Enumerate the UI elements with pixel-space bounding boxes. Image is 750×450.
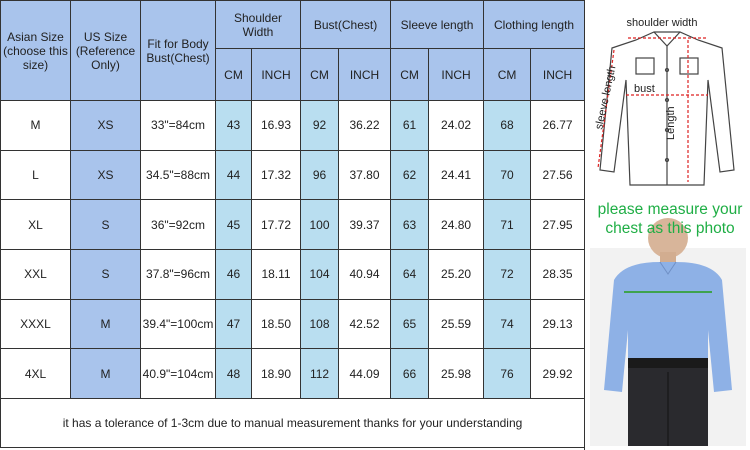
table-cell: S [70, 199, 141, 251]
table-cell: 44 [215, 149, 252, 201]
table-cell: 36.22 [338, 100, 392, 151]
caption: please measure your chest as this photo [597, 201, 743, 237]
table-cell: M [0, 100, 71, 151]
table-cell: 37.8"=96cm [140, 249, 216, 300]
table-cell: 29.92 [530, 348, 586, 400]
table-cell: 18.50 [250, 298, 302, 350]
table-cell: 28.35 [530, 249, 586, 300]
table-cell: 24.80 [428, 199, 485, 251]
table-cell: 104 [300, 249, 340, 300]
table-cell: 36"=92cm [140, 199, 216, 251]
table-cell: 63 [390, 199, 430, 251]
table-cell: Fit for Body Bust(Chest) [140, 0, 216, 101]
figure-panel [584, 0, 750, 450]
table-cell: 74 [483, 298, 532, 350]
table-cell: 65 [390, 298, 430, 350]
table-cell: 76 [483, 348, 532, 400]
table-cell: 112 [300, 348, 340, 400]
table-cell: INCH [338, 48, 392, 101]
table-cell: 43 [215, 100, 252, 151]
table-cell: 40.9"=104cm [140, 348, 216, 400]
table-cell: 70 [483, 149, 532, 201]
table-cell: 71 [483, 199, 532, 251]
table-cell: INCH [530, 48, 586, 101]
table-cell: 4XL [0, 348, 71, 400]
table-cell: 25.20 [428, 249, 485, 300]
table-cell: 100 [300, 199, 340, 251]
table-cell: XXL [0, 249, 71, 300]
label-shoulder: shoulder width [627, 17, 698, 29]
table-cell: 37.80 [338, 149, 392, 201]
table-cell: 18.90 [250, 348, 302, 400]
table-cell: 62 [390, 149, 430, 201]
table-cell: 72 [483, 249, 532, 300]
table-cell: 34.5"=88cm [140, 149, 216, 201]
table-cell: 17.72 [250, 199, 302, 251]
table-cell: 66 [390, 348, 430, 400]
table-cell: M [70, 298, 141, 350]
table-cell: CM [215, 48, 252, 101]
table-cell: XS [70, 100, 141, 151]
table-cell: 48 [215, 348, 252, 400]
table-cell: 16.93 [250, 100, 302, 151]
table-cell: 47 [215, 298, 252, 350]
label-length: Length [665, 106, 677, 140]
label-bust: bust [634, 83, 655, 95]
table-cell: 64 [390, 249, 430, 300]
table-cell: 92 [300, 100, 340, 151]
table-cell: 25.98 [428, 348, 485, 400]
table-cell: 68 [483, 100, 532, 151]
table-cell: 18.11 [250, 249, 302, 300]
label-sleeve: sleeve length [593, 65, 618, 131]
table-cell: 96 [300, 149, 340, 201]
table-cell: Sleeve length [390, 0, 485, 49]
table-cell: 45 [215, 199, 252, 251]
table-cell: Asian Size (choose this size) [0, 0, 71, 101]
table-cell: XS [70, 149, 141, 201]
table-cell: 25.59 [428, 298, 485, 350]
table-cell: CM [483, 48, 532, 101]
table-cell: INCH [250, 48, 302, 101]
table-cell: 29.13 [530, 298, 586, 350]
table-cell: Clothing length [483, 0, 586, 49]
table-cell: 24.02 [428, 100, 485, 151]
table-cell: 27.56 [530, 149, 586, 201]
table-cell: L [0, 149, 71, 201]
table-cell: 40.94 [338, 249, 392, 300]
table-cell: US Size (Reference Only) [70, 0, 141, 101]
table-cell: 61 [390, 100, 430, 151]
table-cell: 26.77 [530, 100, 586, 151]
table-cell: Shoulder Width [214, 0, 302, 49]
table-cell: 42.52 [338, 298, 392, 350]
table-cell: 46 [215, 249, 252, 300]
table-cell: 39.37 [338, 199, 392, 251]
table-cell: Bust(Chest) [300, 0, 392, 49]
table-cell: it has a tolerance of 1-3cm due to manua… [0, 398, 586, 449]
size-table: Asian Size (choose this size) US Size (Re… [0, 0, 586, 449]
table-cell: 108 [300, 298, 340, 350]
table-cell: 39.4"=100cm [140, 298, 216, 350]
table-cell: 44.09 [338, 348, 392, 400]
figure: shoulder width bust sleeve length Length [590, 17, 746, 446]
table-cell: CM [390, 48, 430, 101]
table-cell: INCH [428, 48, 485, 101]
table-cell: XL [0, 199, 71, 251]
table-cell: 27.95 [530, 199, 586, 251]
table-cell: S [70, 249, 141, 300]
table-cell: M [70, 348, 141, 400]
table-cell: 17.32 [250, 149, 302, 201]
table-cell: XXXL [0, 298, 71, 350]
table-cell: 33"=84cm [140, 100, 216, 151]
table-cell: 24.41 [428, 149, 485, 201]
table-cell: CM [300, 48, 340, 101]
